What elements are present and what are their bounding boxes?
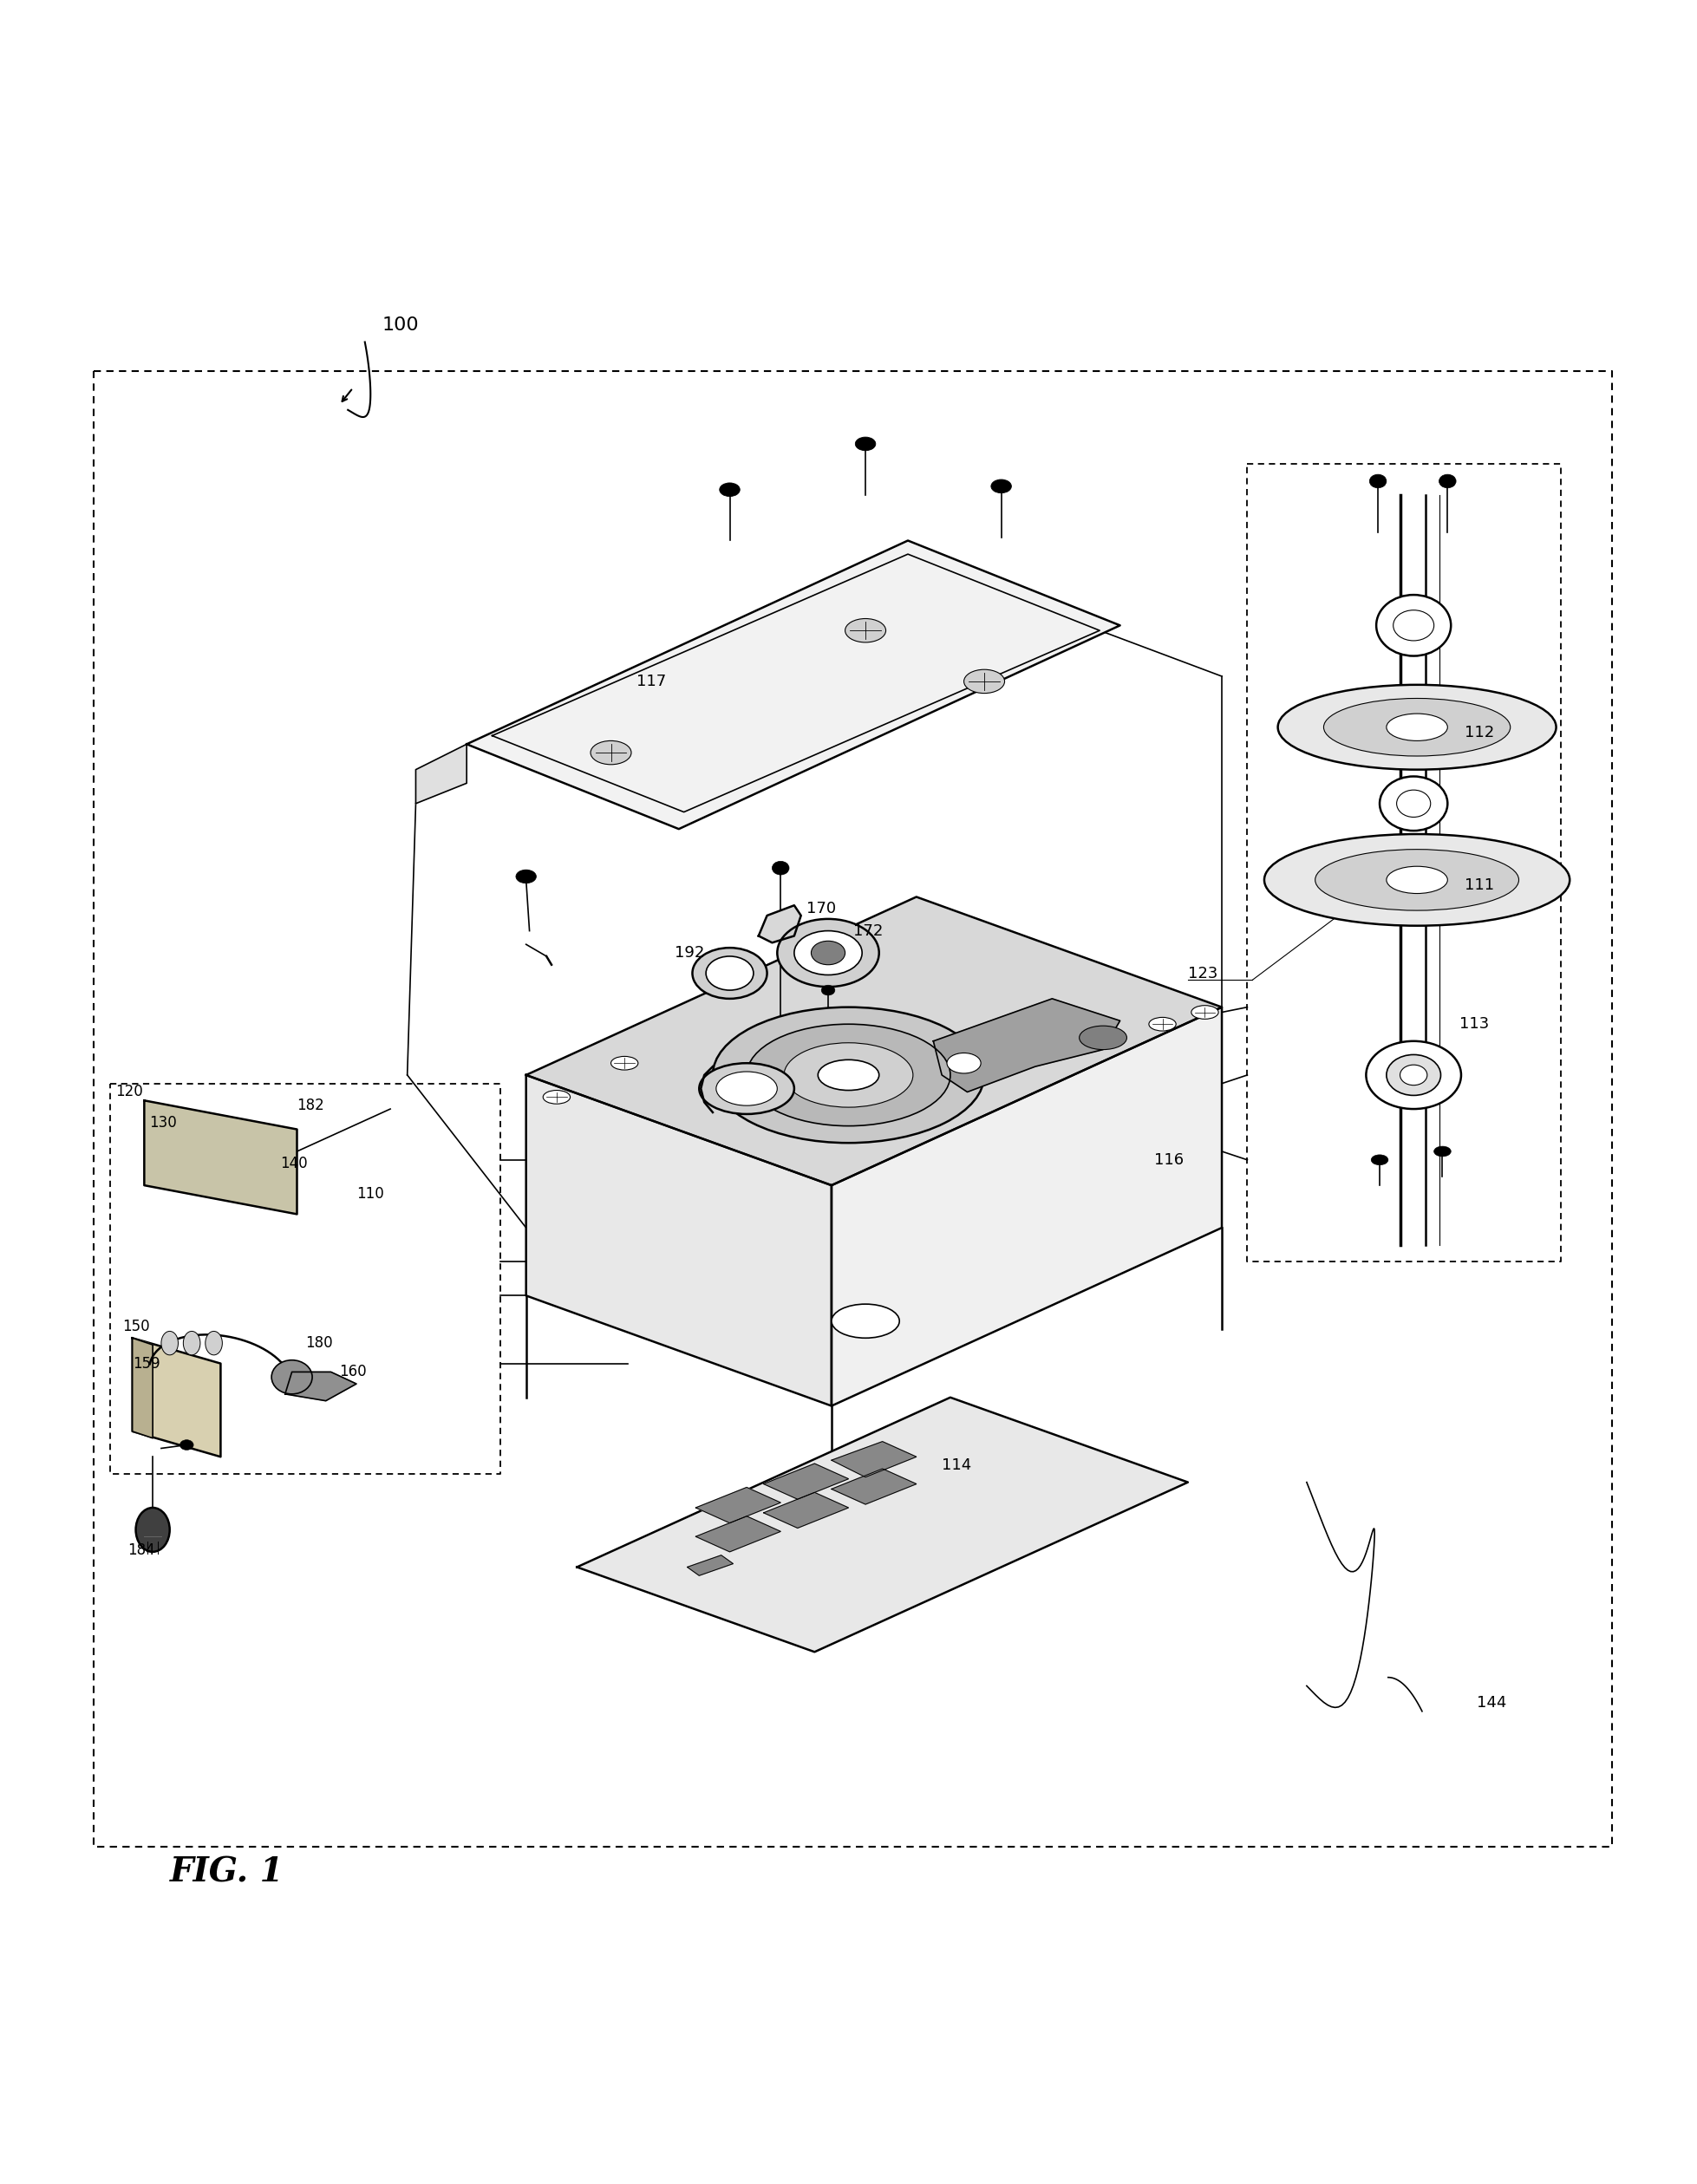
- Ellipse shape: [1386, 1055, 1441, 1096]
- Polygon shape: [759, 906, 801, 943]
- Polygon shape: [764, 1463, 848, 1498]
- Ellipse shape: [784, 1042, 913, 1107]
- Ellipse shape: [1386, 867, 1448, 893]
- Text: 120: 120: [115, 1083, 143, 1101]
- Ellipse shape: [1439, 474, 1456, 487]
- Ellipse shape: [692, 948, 767, 998]
- Polygon shape: [132, 1339, 153, 1437]
- Text: 144: 144: [1476, 1695, 1507, 1710]
- Ellipse shape: [1315, 850, 1519, 911]
- Ellipse shape: [1324, 699, 1510, 756]
- Ellipse shape: [136, 1507, 170, 1553]
- Ellipse shape: [1278, 686, 1556, 769]
- Polygon shape: [764, 1492, 848, 1529]
- Ellipse shape: [1376, 594, 1451, 655]
- Ellipse shape: [821, 985, 835, 996]
- Polygon shape: [933, 998, 1120, 1092]
- Ellipse shape: [1386, 714, 1448, 740]
- Polygon shape: [696, 1516, 781, 1553]
- Text: FIG. 1: FIG. 1: [170, 1856, 283, 1889]
- Ellipse shape: [699, 1064, 794, 1114]
- Ellipse shape: [716, 1072, 777, 1105]
- Text: 140: 140: [280, 1155, 307, 1171]
- Text: 180: 180: [305, 1334, 333, 1352]
- Ellipse shape: [1191, 1005, 1218, 1020]
- Ellipse shape: [818, 1059, 879, 1090]
- Polygon shape: [832, 1007, 1222, 1406]
- Polygon shape: [132, 1339, 221, 1457]
- Ellipse shape: [720, 483, 740, 496]
- Ellipse shape: [713, 1007, 984, 1142]
- Polygon shape: [687, 1555, 733, 1575]
- Text: 114: 114: [942, 1457, 972, 1472]
- Polygon shape: [526, 898, 1222, 1186]
- Text: 170: 170: [806, 902, 835, 917]
- Text: 110: 110: [356, 1186, 384, 1201]
- Ellipse shape: [832, 1304, 899, 1339]
- Ellipse shape: [1371, 1155, 1388, 1164]
- Ellipse shape: [1079, 1026, 1127, 1051]
- Text: 100: 100: [382, 317, 419, 334]
- Polygon shape: [832, 1441, 916, 1476]
- Ellipse shape: [1400, 1066, 1427, 1085]
- Ellipse shape: [964, 670, 1005, 692]
- Ellipse shape: [1434, 1147, 1451, 1158]
- Ellipse shape: [811, 941, 845, 965]
- Ellipse shape: [1264, 834, 1570, 926]
- Ellipse shape: [591, 740, 631, 764]
- Text: 130: 130: [149, 1114, 176, 1131]
- Polygon shape: [467, 542, 1120, 830]
- Polygon shape: [577, 1398, 1188, 1651]
- Polygon shape: [696, 1487, 781, 1522]
- Text: 184: 184: [127, 1542, 154, 1557]
- Text: 159: 159: [132, 1356, 160, 1372]
- Polygon shape: [832, 1468, 916, 1505]
- Polygon shape: [416, 745, 467, 804]
- Polygon shape: [526, 1075, 832, 1406]
- Ellipse shape: [772, 860, 789, 876]
- Text: 113: 113: [1459, 1016, 1490, 1031]
- Ellipse shape: [777, 919, 879, 987]
- Ellipse shape: [747, 1024, 950, 1127]
- Ellipse shape: [991, 480, 1011, 494]
- Ellipse shape: [180, 1439, 193, 1450]
- Ellipse shape: [516, 869, 536, 882]
- Text: 123: 123: [1188, 965, 1218, 981]
- Ellipse shape: [183, 1332, 200, 1354]
- Ellipse shape: [1369, 474, 1386, 487]
- Ellipse shape: [161, 1332, 178, 1354]
- Ellipse shape: [794, 930, 862, 974]
- Polygon shape: [144, 1101, 297, 1214]
- Text: 116: 116: [1154, 1153, 1183, 1168]
- Text: 172: 172: [854, 924, 884, 939]
- Ellipse shape: [1366, 1042, 1461, 1109]
- Ellipse shape: [611, 1057, 638, 1070]
- Ellipse shape: [205, 1332, 222, 1354]
- Ellipse shape: [855, 437, 876, 450]
- Text: 150: 150: [122, 1319, 149, 1334]
- Text: 182: 182: [297, 1099, 324, 1114]
- Text: 160: 160: [339, 1365, 367, 1380]
- Ellipse shape: [706, 957, 753, 989]
- Ellipse shape: [845, 618, 886, 642]
- Ellipse shape: [947, 1053, 981, 1072]
- Text: 111: 111: [1465, 878, 1493, 893]
- Ellipse shape: [272, 1361, 312, 1393]
- Polygon shape: [285, 1372, 356, 1400]
- Ellipse shape: [543, 1090, 570, 1103]
- Text: 117: 117: [636, 673, 667, 690]
- Ellipse shape: [1380, 775, 1448, 830]
- Ellipse shape: [1149, 1018, 1176, 1031]
- Text: 112: 112: [1465, 725, 1495, 740]
- Text: 192: 192: [674, 946, 704, 961]
